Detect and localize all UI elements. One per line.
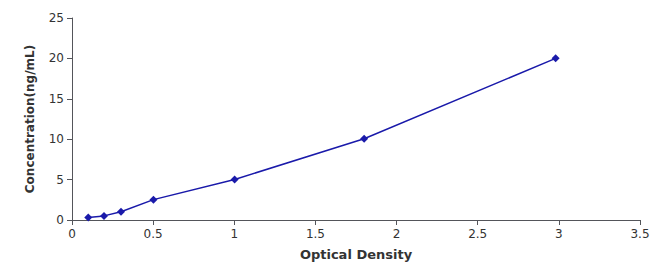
svg-text:10: 10 — [49, 132, 64, 146]
svg-text:0: 0 — [68, 227, 76, 241]
svg-text:0: 0 — [56, 213, 64, 227]
svg-text:2.5: 2.5 — [468, 227, 487, 241]
svg-text:3.5: 3.5 — [630, 227, 649, 241]
svg-text:5: 5 — [56, 173, 64, 187]
svg-text:Optical Density: Optical Density — [300, 247, 413, 262]
svg-text:25: 25 — [49, 11, 64, 25]
svg-text:1.5: 1.5 — [306, 227, 325, 241]
svg-text:15: 15 — [49, 92, 64, 106]
svg-text:1: 1 — [230, 227, 238, 241]
svg-text:3: 3 — [555, 227, 563, 241]
svg-text:20: 20 — [49, 51, 64, 65]
svg-text:Concentration(ng/mL): Concentration(ng/mL) — [23, 45, 37, 193]
svg-text:0.5: 0.5 — [144, 227, 163, 241]
svg-text:2: 2 — [393, 227, 401, 241]
